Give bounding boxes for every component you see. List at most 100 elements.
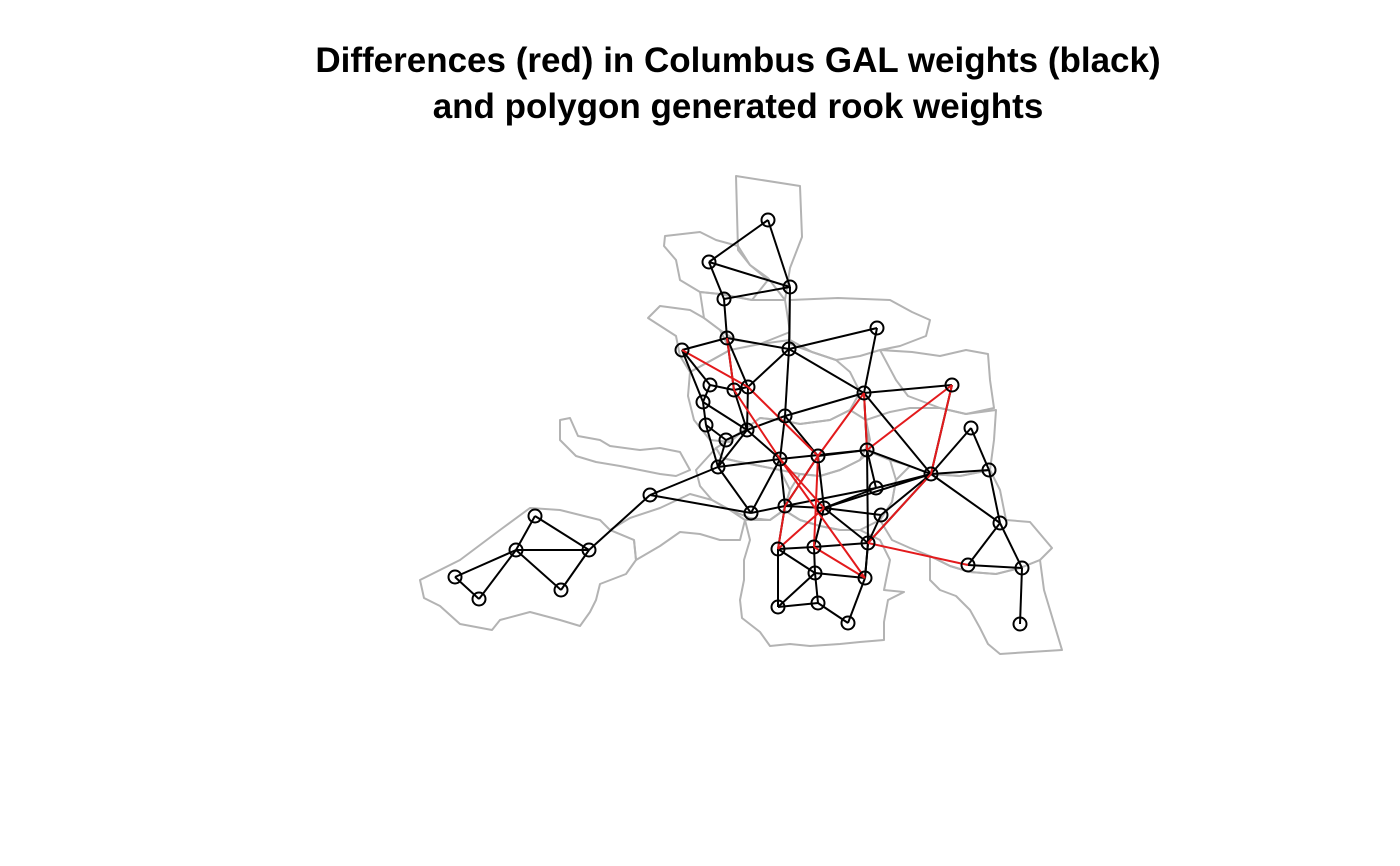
difference-links: [681, 337, 969, 579]
difference-link: [726, 337, 735, 391]
centroid-circle: [508, 542, 524, 558]
difference-link: [866, 384, 953, 451]
gal-link: [725, 429, 748, 441]
centroid-circle: [963, 420, 979, 436]
centroid-circle: [859, 442, 875, 458]
centroid-circle: [781, 341, 797, 357]
gal-link: [823, 473, 932, 509]
tract-polygon: [419, 507, 637, 631]
centroid-circle: [701, 254, 717, 270]
gal-link: [863, 392, 932, 475]
gal-link: [454, 549, 517, 578]
centroid-circle: [782, 279, 798, 295]
gal-link: [813, 546, 816, 574]
centroid-circle: [674, 342, 690, 358]
centroid-circle: [710, 459, 726, 475]
centroid-circle: [770, 599, 786, 615]
gal-link: [702, 384, 711, 403]
gal-link: [649, 494, 752, 514]
title-line-1: Differences (red) in Columbus GAL weight…: [315, 41, 1161, 80]
gal-link: [726, 337, 749, 388]
gal-link: [863, 327, 878, 394]
tract-polygon: [647, 305, 731, 373]
centroid-circle: [840, 615, 856, 631]
difference-link: [681, 349, 749, 388]
gal-link: [702, 401, 707, 426]
tract-polygon: [609, 493, 746, 561]
gal-link: [784, 348, 790, 417]
gal-link: [788, 327, 878, 350]
centroid-circle: [698, 417, 714, 433]
centroid-circle: [981, 462, 997, 478]
gal-link: [560, 549, 590, 591]
centroid-circle: [772, 451, 788, 467]
centroid-circle: [810, 448, 826, 464]
gal-link: [814, 572, 819, 604]
gal-link: [967, 522, 1001, 566]
gal-link: [930, 473, 1001, 524]
tract-polygon: [559, 417, 691, 477]
gal-link: [723, 286, 791, 300]
gal-link: [784, 392, 865, 417]
gal-link: [814, 572, 866, 579]
centroid-circle: [856, 385, 872, 401]
centroid-circle: [527, 508, 543, 524]
gal-link: [988, 469, 1001, 524]
centroid-circle: [944, 377, 960, 393]
centroid-circle: [726, 382, 742, 398]
gal-link: [750, 458, 781, 514]
tract-polygon: [699, 291, 791, 345]
gal-neighbor-links: [454, 219, 1023, 625]
centroid-circle: [873, 507, 889, 523]
tract-polygon: [663, 231, 769, 301]
centroid-circle: [718, 432, 734, 448]
plot-title: Differences (red) in Columbus GAL weight…: [0, 38, 1400, 130]
centroid-circle: [816, 500, 832, 516]
centroid-circle: [777, 408, 793, 424]
gal-link: [726, 337, 790, 350]
difference-link: [779, 458, 866, 579]
gal-link: [705, 424, 727, 441]
gal-link: [717, 466, 752, 514]
centroid-circle: [868, 480, 884, 496]
centroid-circle: [857, 570, 873, 586]
centroid-circle: [739, 422, 755, 438]
centroid-circle: [740, 379, 756, 395]
title-line-2: and polygon generated rook weights: [432, 87, 1044, 126]
gal-link: [717, 439, 727, 468]
tract-polygon: [929, 555, 1063, 655]
gal-link: [649, 466, 719, 496]
tract-polygon: [879, 349, 995, 415]
difference-link: [784, 455, 819, 507]
gal-link: [863, 384, 953, 394]
centroid-circle: [770, 541, 786, 557]
gal-link: [866, 449, 869, 544]
gal-link: [880, 473, 932, 516]
difference-link: [813, 455, 819, 548]
gal-link: [930, 469, 990, 475]
gal-link: [788, 286, 791, 350]
centroid-circle: [1012, 616, 1028, 632]
gal-link: [867, 514, 882, 544]
centroid-circle: [553, 582, 569, 598]
gal-link: [747, 348, 790, 388]
gal-link: [478, 549, 517, 600]
difference-link: [930, 384, 953, 475]
gal-link: [588, 494, 651, 551]
centroid-circle: [471, 591, 487, 607]
centroid-circle: [1014, 560, 1030, 576]
gal-link: [709, 384, 735, 391]
gal-link: [970, 427, 990, 471]
tract-polygons: [419, 175, 1063, 655]
tract-polygon: [739, 509, 905, 647]
difference-link: [867, 542, 969, 566]
gal-link: [847, 577, 866, 624]
gal-link: [702, 401, 748, 431]
difference-link: [813, 546, 866, 579]
gal-link: [1019, 567, 1023, 625]
gal-link: [930, 427, 972, 475]
gal-link: [681, 337, 728, 351]
centroid-circle: [695, 394, 711, 410]
